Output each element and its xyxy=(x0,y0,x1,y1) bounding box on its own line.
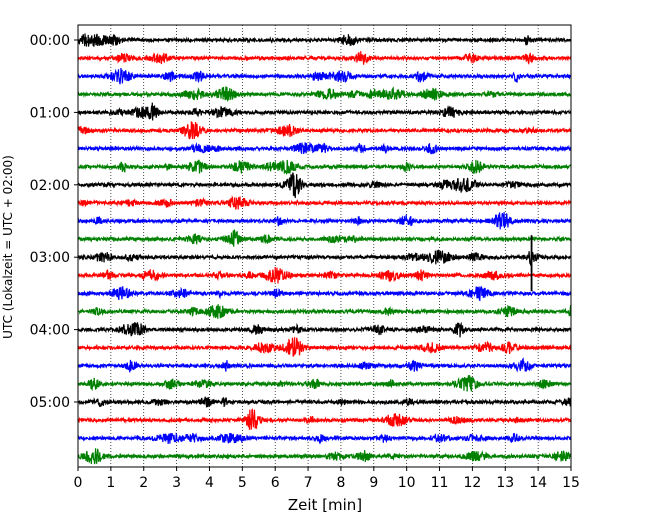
x-tick-label: 15 xyxy=(562,475,580,491)
x-tick-label: 2 xyxy=(139,475,148,491)
trace-row xyxy=(77,357,572,373)
trace-row xyxy=(77,321,572,338)
y-tick-label: 03:00 xyxy=(30,250,70,266)
trace-row xyxy=(77,396,572,408)
x-axis-label: Zeit [min] xyxy=(288,496,362,514)
x-tick-label: 11 xyxy=(431,475,449,491)
trace-row xyxy=(77,448,572,465)
trace-row xyxy=(77,159,572,176)
trace-row xyxy=(77,285,572,302)
x-tick-label: 8 xyxy=(336,475,345,491)
trace-row xyxy=(77,431,572,445)
x-tick-label: 5 xyxy=(238,475,247,491)
y-tick-label: 05:00 xyxy=(30,395,70,411)
x-tick-label: 0 xyxy=(74,475,83,491)
trace-row xyxy=(77,121,572,140)
x-axis-ticks: 0 1 2 3 4 5 6 7 8 9 10 11 12 13 14 15 xyxy=(74,467,580,491)
y-tick-label: 04:00 xyxy=(30,323,70,339)
trace-row xyxy=(77,266,572,284)
trace-row xyxy=(77,172,572,198)
x-tick-label: 14 xyxy=(529,475,547,491)
trace-row xyxy=(77,229,572,247)
x-tick-label: 4 xyxy=(205,475,214,491)
x-tick-label: 1 xyxy=(106,475,115,491)
trace-row xyxy=(77,408,572,430)
trace-row xyxy=(77,304,572,319)
y-tick-label: 00:00 xyxy=(30,33,70,49)
trace-row xyxy=(77,102,572,121)
x-tick-label: 7 xyxy=(304,475,313,491)
x-tick-label: 3 xyxy=(172,475,181,491)
trace-row xyxy=(77,375,572,392)
trace-row xyxy=(77,33,572,47)
x-tick-label: 12 xyxy=(463,475,481,491)
trace-row xyxy=(77,51,572,65)
y-axis-label: UTC (Lokalzeit = UTC + 02:00) xyxy=(1,155,15,339)
trace-row xyxy=(77,67,572,85)
trace-row xyxy=(77,337,572,357)
trace-row xyxy=(77,86,572,102)
trace-row xyxy=(77,195,572,210)
x-tick-label: 9 xyxy=(369,475,378,491)
y-axis-ticks: 00:00 01:00 02:00 03:00 04:00 05:00 xyxy=(30,33,78,411)
trace-row xyxy=(77,211,572,230)
seismic-traces xyxy=(77,33,572,465)
y-tick-label: 01:00 xyxy=(30,105,70,121)
trace-row xyxy=(77,141,572,155)
y-tick-label: 02:00 xyxy=(30,178,70,194)
x-tick-label: 13 xyxy=(496,475,514,491)
x-tick-label: 6 xyxy=(271,475,280,491)
trace-row xyxy=(77,249,572,267)
x-tick-label: 10 xyxy=(398,475,416,491)
plot-frame xyxy=(77,24,572,468)
